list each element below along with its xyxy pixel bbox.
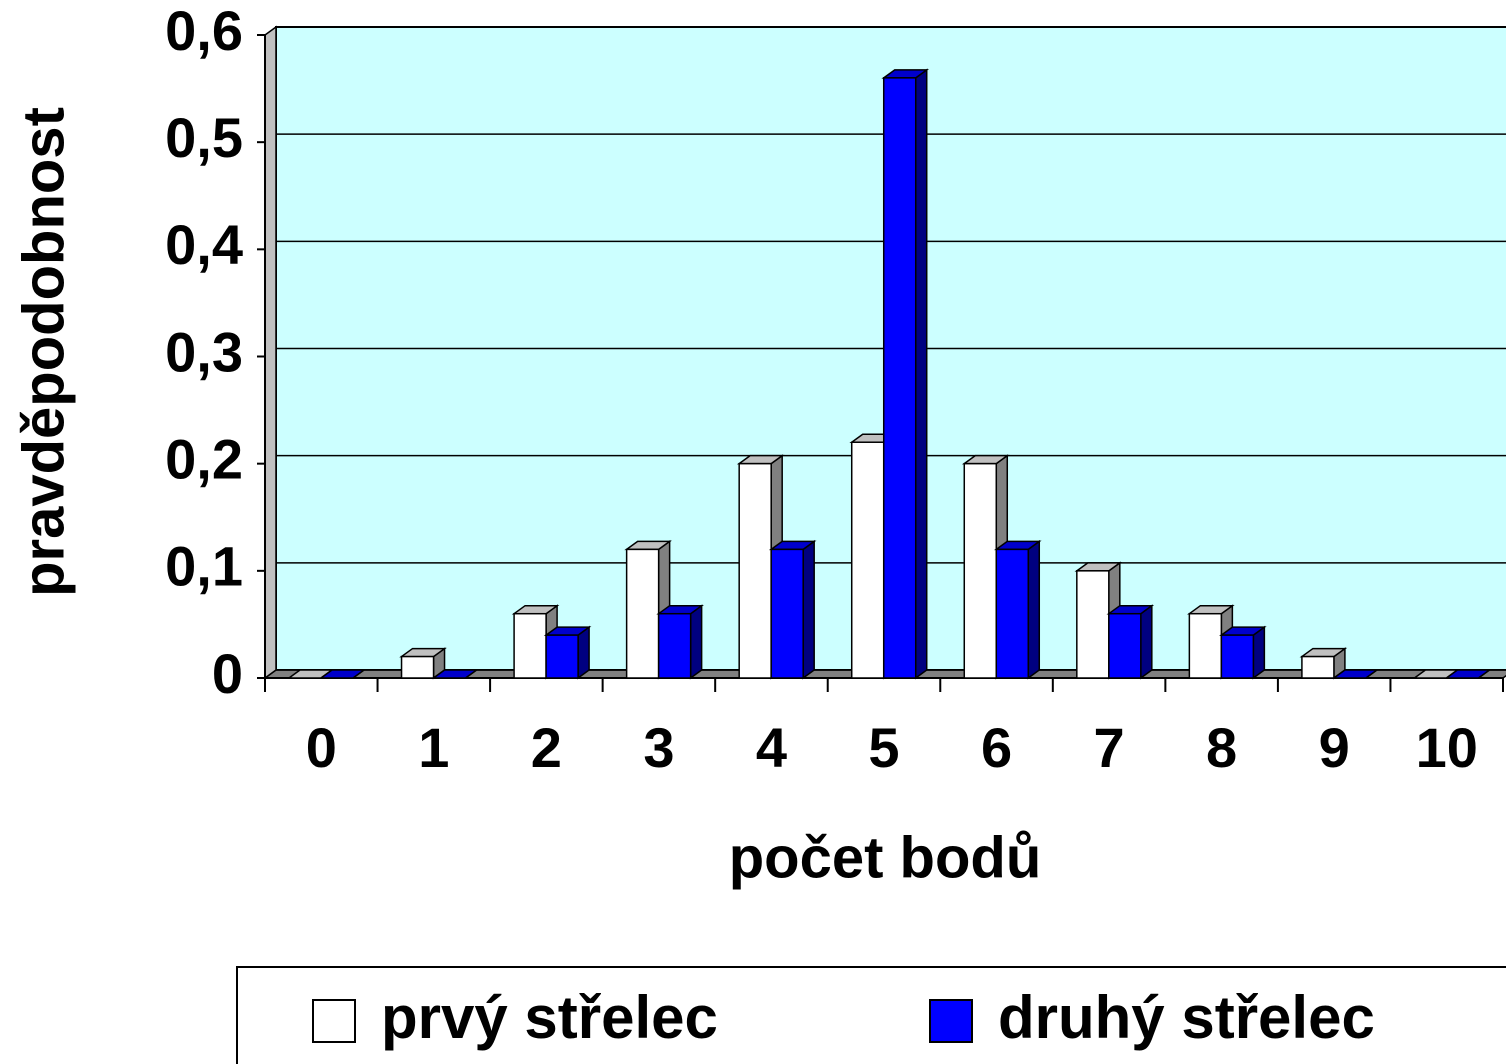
- bar: [1188, 612, 1223, 679]
- x-tick-label: 2: [531, 716, 562, 779]
- bar-top: [1444, 669, 1492, 679]
- x-tick-label: 10: [1416, 716, 1478, 779]
- y-tick-label: 0,3: [165, 320, 243, 383]
- bar: [513, 612, 547, 679]
- x-tick-label: 8: [1206, 716, 1237, 779]
- y-tick-label: 0,5: [165, 106, 243, 169]
- bar: [1220, 634, 1255, 679]
- bar-top: [431, 669, 479, 679]
- legend-label: druhý střelec: [998, 984, 1375, 1051]
- y-tick-label: 0,4: [165, 213, 243, 276]
- bar: [963, 462, 998, 679]
- y-tick-label: 0: [212, 642, 243, 705]
- x-tick-label: 7: [1094, 716, 1125, 779]
- x-tick-label: 4: [756, 716, 787, 779]
- bar: [625, 548, 660, 679]
- bar-top: [1331, 669, 1380, 679]
- legend-swatch: [312, 999, 356, 1043]
- x-tick-label: 6: [981, 716, 1012, 779]
- legend-label: prvý střelec: [381, 984, 718, 1051]
- x-tick-label: 0: [306, 716, 337, 779]
- y-axis-title: pravděpodobnost: [11, 107, 76, 597]
- bar: [1301, 655, 1335, 679]
- bar: [738, 462, 772, 679]
- bar: [1108, 612, 1142, 679]
- bar-side: [689, 604, 703, 680]
- bar-side: [802, 539, 815, 680]
- bar-side: [1140, 604, 1153, 680]
- bar: [1076, 570, 1110, 679]
- x-tick-label: 9: [1319, 716, 1350, 779]
- y-tick-label: 0,1: [165, 535, 243, 598]
- x-axis-title: počet bodů: [729, 825, 1042, 890]
- bar: [882, 77, 917, 679]
- bar: [770, 548, 804, 679]
- legend-box: [236, 966, 1506, 1064]
- bar-top: [318, 669, 367, 679]
- y-tick-label: 0,6: [165, 0, 243, 62]
- bar: [995, 548, 1030, 679]
- bar: [545, 634, 579, 679]
- bar-side: [1027, 539, 1041, 680]
- x-tick-label: 5: [868, 716, 899, 779]
- bar: [400, 655, 435, 679]
- x-tick-label: 1: [418, 716, 449, 779]
- y-tick-label: 0,2: [165, 427, 243, 490]
- legend-swatch: [929, 999, 973, 1043]
- bar: [657, 612, 692, 679]
- bar: [850, 441, 885, 679]
- bar-side: [914, 68, 928, 680]
- x-tick-label: 3: [643, 716, 674, 779]
- side-wall: [264, 25, 277, 680]
